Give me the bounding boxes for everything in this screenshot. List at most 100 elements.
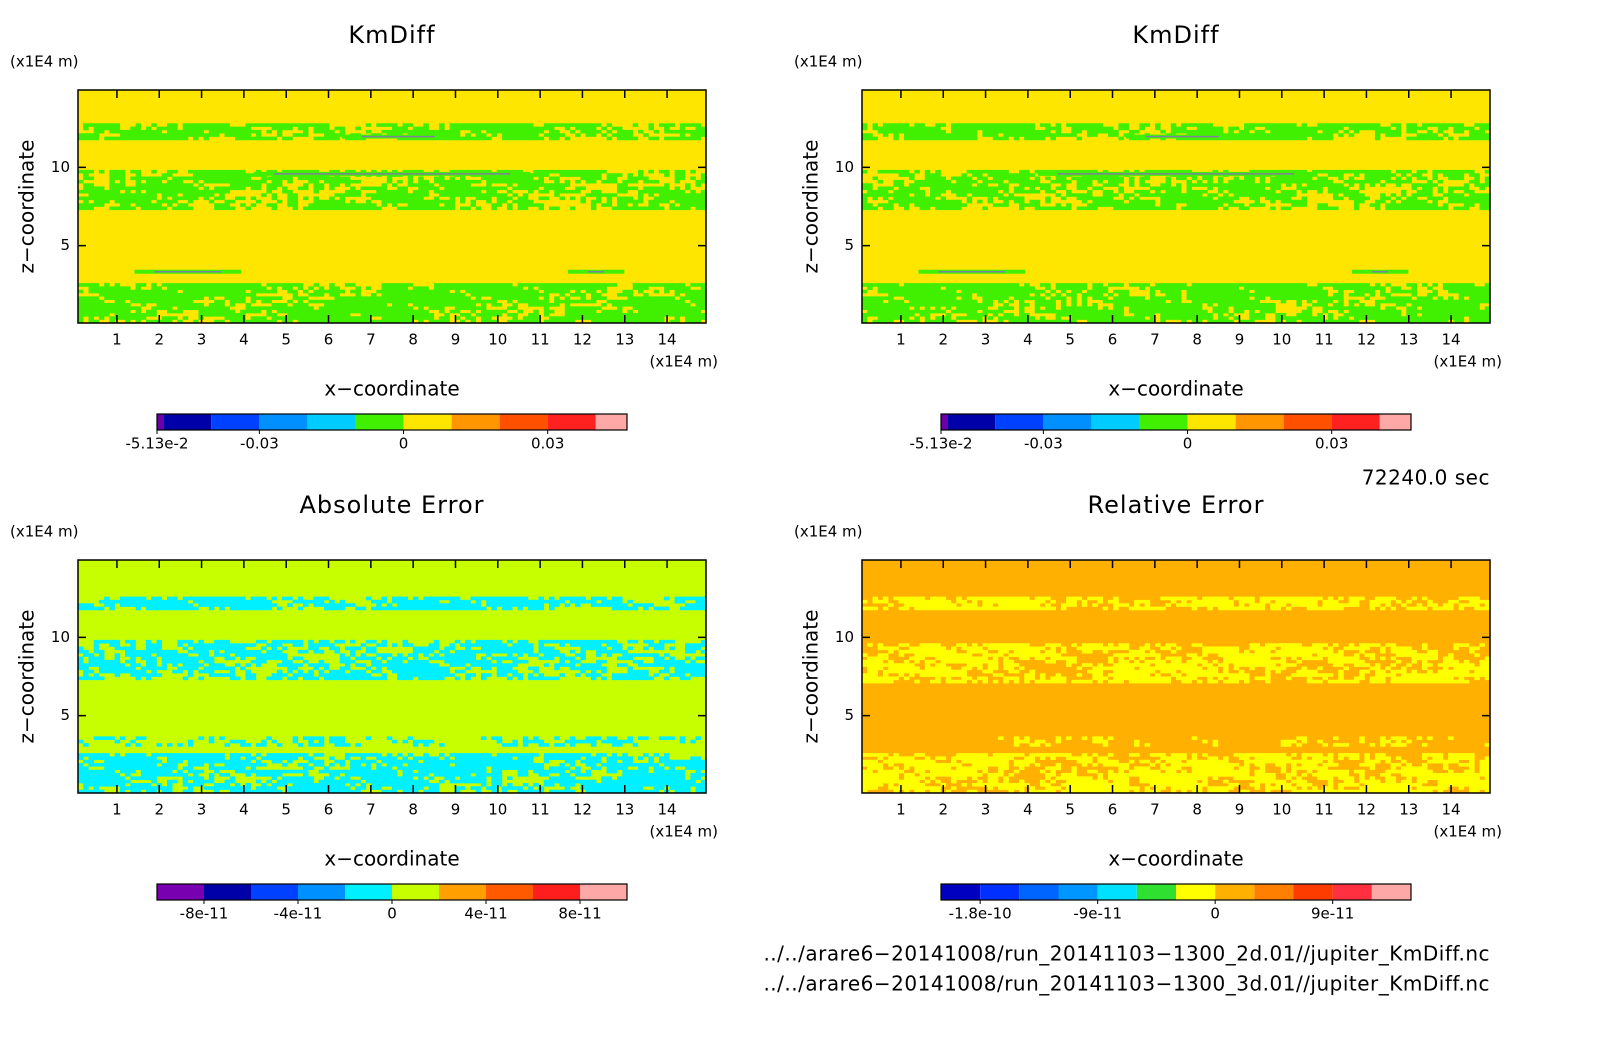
colorbar-segment (157, 414, 164, 430)
colorbar-tick-label: 0 (387, 905, 397, 923)
colorbar-segment (1176, 884, 1216, 900)
y-axis-label: z−coordinate (799, 140, 823, 274)
y-tick-label: 5 (60, 706, 70, 724)
colorbar-segment (345, 884, 392, 900)
x-tick-label: 7 (1150, 801, 1160, 819)
contour-region (862, 753, 1491, 794)
x-tick-label: 8 (1192, 801, 1202, 819)
time-label: 72240.0 sec (1362, 466, 1490, 490)
x-tick-label: 11 (531, 801, 550, 819)
x-tick-label: 12 (1357, 331, 1376, 349)
colorbar-segment (941, 414, 948, 430)
colorbar-segment (1091, 414, 1140, 430)
x-tick-label: 6 (324, 331, 334, 349)
x-tick-label: 7 (1150, 331, 1160, 349)
y-unit: (x1E4 m) (794, 523, 863, 541)
colorbar-tick-label: 0 (1183, 435, 1193, 453)
colorbar-segment (547, 414, 596, 430)
x-tick-label: 13 (1399, 331, 1418, 349)
colorbar-tick-label: 8e-11 (558, 905, 601, 923)
colorbar-segment (307, 414, 356, 430)
colorbar-segment (1019, 884, 1059, 900)
colorbar-tick-label: 0 (1210, 905, 1220, 923)
colorbar-segment (947, 414, 996, 430)
colorbar-tick-label: -5.13e-2 (126, 435, 189, 453)
colorbar-segment (1254, 884, 1294, 900)
y-tick-label: 5 (844, 236, 854, 254)
colorbar-segment (1379, 414, 1411, 430)
colorbar-segment (580, 884, 627, 900)
x-tick-label: 5 (1065, 331, 1075, 349)
x-tick-label: 8 (408, 331, 418, 349)
y-tick-label: 5 (60, 236, 70, 254)
chart-title: KmDiff (1132, 21, 1219, 49)
x-tick-label: 8 (408, 801, 418, 819)
colorbar-tick-label: 0.03 (1315, 435, 1348, 453)
y-tick-label: 5 (844, 706, 854, 724)
colorbar-segment (941, 884, 981, 900)
colorbar-segment (1283, 414, 1332, 430)
x-tick-label: 10 (488, 331, 507, 349)
colorbar-segment (451, 414, 500, 430)
colorbar-frame (156, 413, 628, 431)
y-tick-label: 10 (51, 158, 70, 176)
x-tick-label: 3 (197, 331, 207, 349)
colorbar-segment (980, 884, 1020, 900)
x-axis-label: x−coordinate (1108, 377, 1243, 401)
colorbar-segment (392, 884, 439, 900)
x-tick-label: 13 (1399, 801, 1418, 819)
y-axis-label: z−coordinate (799, 610, 823, 744)
file-path: ../../arare6−20141008/run_20141103−1300_… (763, 972, 1490, 996)
x-tick-label: 12 (1357, 801, 1376, 819)
x-tick-label: 2 (154, 331, 164, 349)
x-tick-label: 12 (573, 331, 592, 349)
colorbar-segment (595, 414, 627, 430)
contour-region (862, 283, 1491, 324)
x-tick-label: 6 (324, 801, 334, 819)
contour-region (78, 596, 707, 611)
x-tick-label: 10 (1272, 331, 1291, 349)
colorbar-segment (1293, 884, 1333, 900)
x-tick-label: 1 (896, 801, 906, 819)
contour-region (862, 596, 1491, 611)
colorbar-segment (1331, 414, 1380, 430)
colorbar-frame (940, 413, 1412, 431)
x-tick-label: 10 (1272, 801, 1291, 819)
colorbar-tick-label: -0.03 (240, 435, 279, 453)
colorbar-segment (1097, 884, 1137, 900)
colorbar-tick-label: -1.8e-10 (949, 905, 1012, 923)
colorbar-segment (157, 884, 204, 900)
colorbar-tick-label: -9e-11 (1073, 905, 1122, 923)
x-tick-label: 11 (531, 331, 550, 349)
contour-region (78, 639, 707, 681)
y-axis-label: z−coordinate (15, 610, 39, 744)
x-tick-label: 10 (488, 801, 507, 819)
y-unit: (x1E4 m) (794, 53, 863, 71)
y-axis-label: z−coordinate (15, 140, 39, 274)
x-tick-label: 13 (615, 331, 634, 349)
colorbar-segment (995, 414, 1044, 430)
colorbar-segment (486, 884, 533, 900)
chart-title: KmDiff (348, 21, 435, 49)
colorbar-segment (163, 414, 212, 430)
x-tick-label: 1 (896, 331, 906, 349)
x-tick-label: 3 (981, 331, 991, 349)
colorbar-segment (1043, 414, 1092, 430)
y-unit: (x1E4 m) (10, 53, 79, 71)
x-tick-label: 8 (1192, 331, 1202, 349)
x-tick-label: 3 (197, 801, 207, 819)
contour-region (78, 753, 707, 794)
x-tick-label: 14 (658, 801, 677, 819)
colorbar-frame (940, 883, 1412, 901)
x-tick-label: 4 (239, 331, 249, 349)
colorbar-segment (1187, 414, 1236, 430)
x-tick-label: 11 (1315, 331, 1334, 349)
y-tick-label: 10 (835, 158, 854, 176)
x-tick-label: 3 (981, 801, 991, 819)
x-tick-label: 14 (1442, 801, 1461, 819)
x-axis-label: x−coordinate (324, 847, 459, 871)
x-tick-label: 2 (938, 331, 948, 349)
y-tick-label: 10 (835, 628, 854, 646)
plot-frame (861, 559, 1491, 794)
